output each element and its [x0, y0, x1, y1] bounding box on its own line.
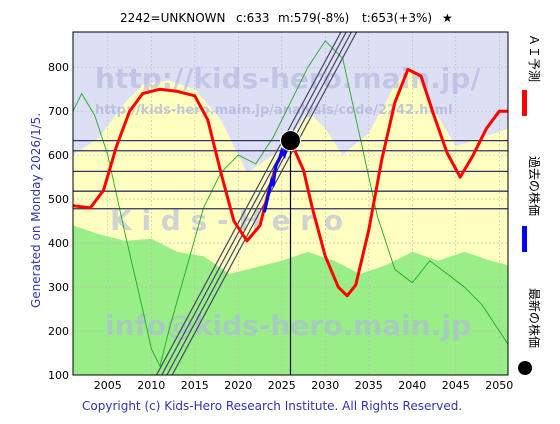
- y-tick-label-600: 600: [48, 149, 69, 162]
- x-tick-label-2040: 2040: [398, 379, 426, 392]
- channel-line-1: [161, 32, 347, 375]
- plot-clipped: http://kids-hero.main.jp/http://kids-her…: [73, 32, 508, 375]
- plot-area: http://kids-hero.main.jp/http://kids-her…: [73, 32, 508, 375]
- side-generated-label: Generated on Monday 2026/1/5.: [29, 113, 43, 308]
- x-tick-label-2015: 2015: [181, 379, 209, 392]
- legend-latest-label: 最新の株価: [527, 288, 542, 348]
- latest-point-marker: [280, 130, 301, 152]
- header-target: t:653(+3%): [362, 11, 432, 25]
- plot-frame: [72, 31, 509, 376]
- legend: ＡＩ予測 過去の株価 最新の株価: [518, 34, 542, 375]
- watermark-logo: K i d s - H e r o: [110, 204, 343, 237]
- x-tick-label-2010: 2010: [137, 379, 165, 392]
- y-tick-label-400: 400: [48, 237, 69, 250]
- y-tick-label-300: 300: [48, 281, 69, 294]
- axis-ticks: 2005 2010 2015 2020 2025 2030 2035 2040 2045 2050…: [48, 61, 513, 392]
- header-code: 2242=UNKNOWN: [120, 11, 226, 25]
- thin-green-series: [73, 40, 508, 368]
- header-current: c:633: [236, 11, 270, 25]
- header-mean: m:579(-8%): [278, 11, 349, 25]
- legend-forecast-label: ＡＩ予測: [527, 34, 541, 82]
- legend-forecast-swatch: [522, 90, 527, 116]
- legend-past-label: 過去の株価: [527, 156, 542, 216]
- legend-latest-marker: [518, 361, 532, 375]
- watermark-analysis-url: http://kids-hero.main.jp/analysis/code/2…: [95, 103, 453, 118]
- legend-past-swatch: [522, 226, 527, 252]
- header-star: ★: [442, 11, 453, 25]
- watermark-email: info@kids-hero.main.jp: [105, 309, 471, 342]
- channel-line-0: [155, 32, 342, 375]
- forecast-series: [73, 67, 508, 298]
- y-tick-label-500: 500: [48, 193, 69, 206]
- y-tick-label-100: 100: [48, 369, 69, 382]
- x-tick-label-2020: 2020: [224, 379, 252, 392]
- x-tick-label-2045: 2045: [442, 379, 470, 392]
- footer-copyright: Copyright (c) Kids-Hero Research Institu…: [82, 399, 462, 413]
- x-tick-label-2050: 2050: [485, 379, 513, 392]
- y-tick-label-200: 200: [48, 325, 69, 338]
- x-tick-label-2035: 2035: [355, 379, 383, 392]
- x-tick-label-2025: 2025: [268, 379, 296, 392]
- y-tick-label-800: 800: [48, 61, 69, 74]
- x-tick-label-2030: 2030: [311, 379, 339, 392]
- y-tick-label-700: 700: [48, 105, 69, 118]
- x-tick-label-2005: 2005: [94, 379, 122, 392]
- channel-line-2: [166, 32, 352, 375]
